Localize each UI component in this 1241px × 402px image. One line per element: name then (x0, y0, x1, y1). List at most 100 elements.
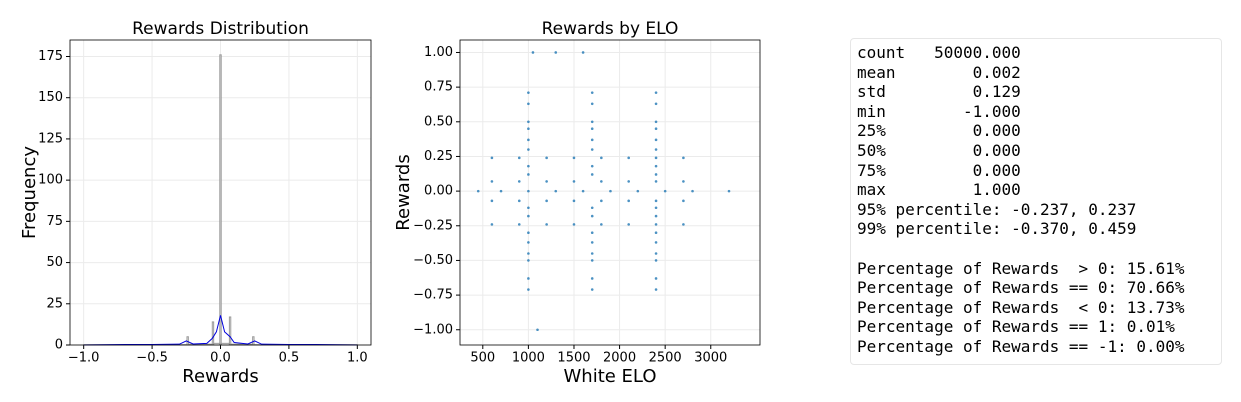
scatter-point (590, 120, 594, 124)
scatter-point (490, 156, 494, 160)
scatter-point (627, 180, 630, 183)
x-tick-label: −0.5 (136, 351, 168, 366)
scatter-point (527, 91, 530, 94)
scatter-point (527, 288, 530, 291)
stat-line: count 50000.000 (857, 43, 1021, 62)
scatter-point (654, 206, 658, 210)
scatter-point (654, 173, 658, 176)
y-tick-label: −1.00 (413, 322, 453, 337)
scatter-point (517, 156, 521, 160)
scatter-point (654, 164, 658, 168)
scatter-point (590, 127, 594, 131)
scatter-point (517, 223, 521, 226)
scatter-point (517, 199, 521, 203)
scatter-point (581, 51, 585, 54)
scatter-point (572, 180, 576, 183)
scatter-point (545, 180, 548, 183)
scatter-point (654, 241, 658, 244)
scatter-point (654, 138, 658, 142)
y-tick-label: −0.75 (413, 288, 453, 303)
scatter-point (527, 102, 530, 106)
x-tick-label: 2000 (603, 351, 636, 366)
stat-line: Percentage of Rewards == 0: 70.66% (857, 278, 1185, 298)
spacer (857, 239, 1221, 259)
scatter-point (590, 241, 594, 244)
scatter-point (499, 189, 503, 193)
scatter-point (527, 277, 530, 280)
y-tick-label: 100 (38, 173, 63, 188)
charts: −1.0 −0.5 0.0 0.5 1.00255075100125150175Rewa… (19, 19, 761, 387)
scatter-point (600, 180, 603, 183)
x-tick-label: 1500 (557, 351, 590, 366)
scatter-point (654, 199, 658, 203)
scatter-point (527, 148, 530, 151)
stat-line: min -1.000 (857, 101, 1021, 121)
scatter-point (554, 189, 558, 193)
stat-line: mean 0.002 (857, 62, 1021, 82)
scatter-point (682, 156, 685, 160)
y-tick-label: 0.00 (424, 184, 453, 199)
scatter-point (527, 231, 530, 235)
scatter-point (527, 173, 530, 176)
scatter-point (654, 259, 658, 262)
x-tick-label: 1.0 (347, 351, 368, 366)
plot-frame (69, 39, 372, 346)
scatter-point (545, 223, 548, 226)
y-tick-label: 0.50 (424, 114, 453, 129)
y-tick-label: −0.50 (413, 253, 453, 268)
y-axis-label: Frequency (19, 146, 40, 239)
scatter-point (490, 223, 494, 226)
scatter-point (627, 223, 630, 226)
scatter-point (517, 180, 521, 183)
scatter-point (527, 120, 530, 124)
x-tick-label: 2500 (649, 351, 682, 366)
scatter-point (654, 277, 658, 280)
summary: count 50000.000 mean 0.002 std 0.129 min -1… (857, 43, 1221, 239)
stat-line: 75% 0.000 (857, 160, 1021, 180)
stat-line: Percentage of Rewards == 1: 0.01% (857, 317, 1175, 337)
y-tick-label: −0.25 (413, 218, 453, 233)
scatter-point (590, 277, 594, 280)
scatter-point (527, 259, 530, 262)
scatter-point (654, 102, 658, 106)
scatter-point (590, 231, 594, 235)
scatter-point (536, 328, 539, 332)
scatter-point (527, 206, 530, 210)
y-tick-label: 75 (46, 214, 63, 229)
percentages: Percentage of Rewards > 0: 15.61% Percent… (857, 259, 1221, 357)
y-tick-label: 0 (55, 338, 63, 353)
scatter-point (590, 102, 594, 106)
scatter-point (581, 189, 585, 193)
y-tick-label: 125 (38, 131, 63, 146)
chart-title: Rewards by ELO (542, 19, 679, 39)
stats-panel: count 50000.000 mean 0.002 std 0.129 min -1… (850, 38, 1222, 365)
stat-line: std 0.129 (857, 82, 1021, 102)
scatter-point (590, 214, 594, 218)
scatter-point (527, 252, 530, 255)
scatter-point (654, 231, 658, 235)
stat-line: 95% percentile: -0.237, 0.237 (857, 199, 1137, 219)
x-axis-label: White ELO (564, 366, 657, 387)
scatter-point (572, 223, 576, 226)
scatter-point (727, 189, 731, 193)
scatter-point (682, 180, 685, 183)
x-tick-label: 3000 (694, 351, 727, 366)
scatter-point (554, 51, 558, 54)
scatter-point (531, 51, 535, 54)
stat-line: Percentage of Rewards == -1: 0.00% (857, 336, 1185, 356)
scatter-point (654, 91, 658, 94)
scatter-point (590, 91, 594, 94)
y-tick-label: 0.25 (424, 149, 453, 164)
plot-frame (459, 39, 761, 346)
x-tick-label: 0.5 (279, 351, 300, 366)
scatter-point (663, 189, 667, 193)
scatter-point (572, 156, 576, 160)
chart-title: Rewards Distribution (132, 19, 309, 39)
scatter-point (527, 138, 530, 142)
y-tick-label: 150 (38, 90, 63, 105)
scatter-point (654, 223, 658, 226)
scatter-point (590, 206, 594, 210)
scatter-point (590, 259, 594, 262)
scatter-point (600, 156, 603, 160)
x-tick-label: 500 (470, 351, 495, 366)
